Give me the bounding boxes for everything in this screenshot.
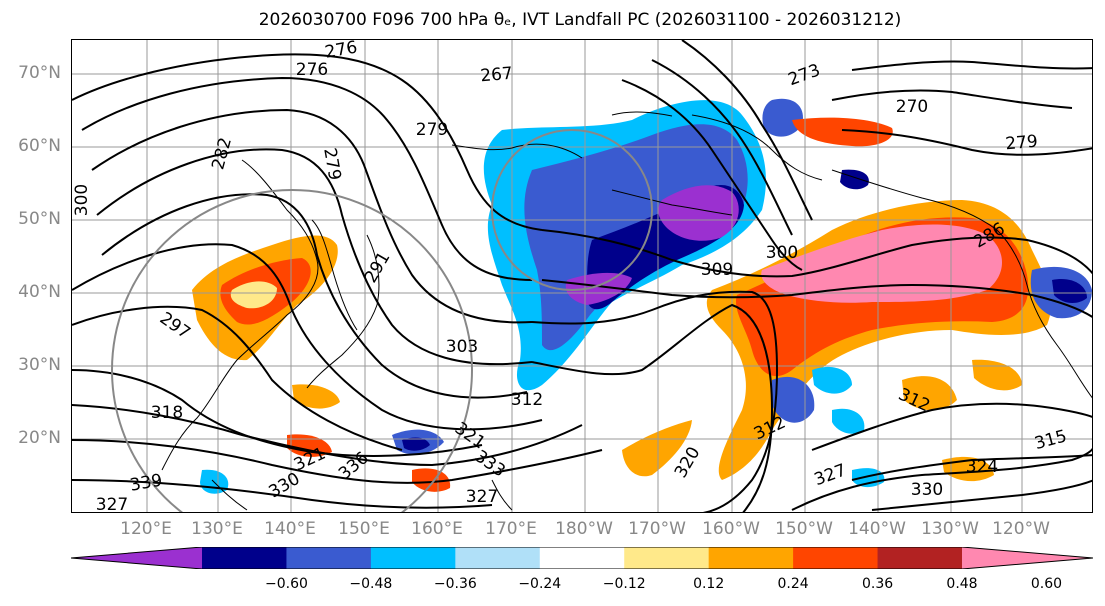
longitude-label: 140°E	[264, 519, 316, 539]
theta-e-contours	[72, 40, 1092, 512]
longitude-label: 150°W	[775, 519, 833, 539]
latitude-label: 50°N	[18, 209, 61, 229]
colorbar-bin	[539, 547, 625, 569]
warm-anomaly-core	[761, 224, 1002, 303]
colorbar-tick-label: 0.36	[861, 576, 894, 592]
contour-label: 309	[701, 260, 733, 280]
lat-lon-grid	[72, 40, 1092, 512]
contour-label: 273	[786, 60, 823, 90]
longitude-label: 170°E	[485, 519, 537, 539]
longitude-label: 150°E	[338, 519, 390, 539]
contour-label: 279	[319, 146, 344, 181]
coastlines	[161, 111, 1092, 511]
colorbar-tick-label: −0.60	[264, 576, 308, 592]
latitude-label: 70°N	[18, 63, 61, 83]
map-panel: 276 279 276 267 273 270 279 282 279 300 286 291 309 3…	[71, 39, 1093, 513]
contour-label: 279	[1005, 132, 1039, 155]
latitude-label: 60°N	[18, 136, 61, 156]
longitude-label: 140°W	[848, 519, 906, 539]
contour-label: 318	[151, 403, 183, 423]
contour-label: 282	[208, 135, 236, 172]
colorbar-bin	[286, 547, 372, 569]
contour-label: 327	[96, 495, 128, 513]
longitude-label: 130°E	[191, 519, 243, 539]
longitude-label: 130°W	[921, 519, 979, 539]
contour-label: 300	[766, 243, 798, 263]
colorbar-tick-label: 0.12	[693, 576, 725, 592]
latitude-label: 30°N	[18, 355, 61, 375]
colorbar-tick-label: −0.36	[433, 576, 477, 592]
colorbar-tick-label: −0.12	[602, 576, 646, 592]
longitude-label: 170°W	[628, 519, 686, 539]
colorbar-tick-label: −0.24	[518, 576, 562, 592]
map-title: 2026030700 F096 700 hPa θₑ, IVT Landfall…	[258, 10, 902, 30]
contour-label: 327	[812, 460, 849, 490]
longitude-label: 120°W	[992, 519, 1050, 539]
colorbar-tick-label: 0.24	[777, 576, 809, 592]
colorbar-bin	[877, 547, 963, 569]
latitude-label: 20°N	[18, 428, 61, 448]
contour-label: 312	[511, 390, 543, 410]
colorbar-tick-label: 0.48	[946, 576, 978, 592]
contour-label: 297	[156, 308, 194, 343]
longitude-label: 120°E	[120, 519, 172, 539]
contour-label: 303	[446, 337, 478, 357]
contour-label: 315	[1032, 426, 1069, 454]
colorbar-bin	[793, 547, 879, 569]
longitude-label: 160°W	[702, 519, 760, 539]
contour-label: 276	[296, 60, 328, 80]
colorbar-tick-label: −0.48	[349, 576, 393, 592]
colorbar-bin	[708, 547, 794, 569]
contour-label: 324	[966, 457, 998, 477]
contour-label: 330	[911, 480, 943, 500]
contour-label: 336	[335, 448, 373, 484]
colorbar-extend-max	[962, 547, 1093, 569]
contour-label: 267	[480, 64, 514, 87]
colorbar-bin	[455, 547, 541, 569]
colorbar	[71, 547, 1093, 569]
longitude-label: 180°W	[555, 519, 613, 539]
contour-label: 327	[466, 487, 498, 507]
colorbar-tick-label: 0.60	[1030, 576, 1063, 592]
contour-label: 300	[72, 184, 92, 216]
contour-label: 276	[323, 40, 358, 63]
contour-label: 279	[416, 120, 448, 140]
latitude-label: 40°N	[18, 282, 61, 302]
colorbar-bin	[624, 547, 710, 569]
longitude-label: 160°E	[411, 519, 463, 539]
colorbar-extend-min	[71, 547, 202, 569]
colorbar-bin	[370, 547, 456, 569]
contour-label: 270	[896, 97, 928, 117]
colorbar-bin	[202, 547, 287, 569]
